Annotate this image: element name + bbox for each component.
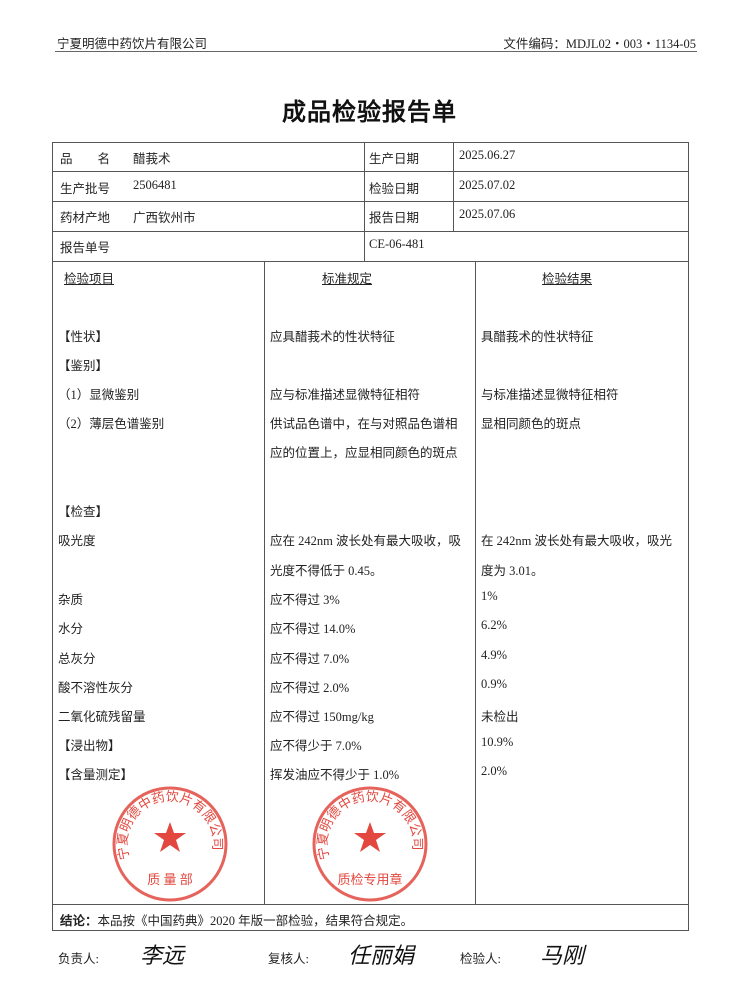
- row-standard: 应不得过 150mg/kg: [270, 710, 374, 724]
- column-header-item: 检验项目: [64, 272, 115, 286]
- row-result: 6.2%: [481, 618, 508, 632]
- row-standard: 应不得过 7.0%: [270, 652, 350, 666]
- table-rule: [453, 142, 454, 232]
- test-date-label: 检验日期: [369, 182, 420, 196]
- row-item: 【含量测定】: [58, 768, 134, 782]
- row-standard: 应的位置上，应显相同颜色的斑点: [270, 446, 458, 460]
- table-rule: [52, 171, 689, 172]
- row-item: （2）薄层色谱鉴别: [58, 417, 165, 431]
- svg-text:宁夏明德中药饮片有限公司: 宁夏明德中药饮片有限公司: [115, 789, 225, 862]
- row-item: 【鉴别】: [58, 359, 109, 373]
- row-result: 在 242nm 波长处有最大吸收，吸光: [481, 534, 672, 548]
- stamp-bottom-text: 质 量 部: [147, 872, 193, 887]
- table-rule: [475, 261, 476, 905]
- row-result: 显相同颜色的斑点: [481, 417, 582, 431]
- star-icon: [354, 822, 386, 852]
- column-header-standard: 标准规定: [322, 272, 373, 286]
- batch-number: 2506481: [133, 178, 177, 192]
- row-item: 【浸出物】: [58, 739, 121, 753]
- stamp-ring-text: 宁夏明德中药饮片有限公司: [315, 789, 425, 862]
- stamp-ring-text: 宁夏明德中药饮片有限公司: [115, 789, 225, 862]
- row-standard: 应不得过 14.0%: [270, 622, 356, 636]
- star-icon: [154, 822, 186, 852]
- report-no-label: 报告单号: [60, 241, 111, 255]
- row-result: 1%: [481, 589, 498, 603]
- row-result: 具醋莪术的性状特征: [481, 330, 594, 344]
- table-border: [52, 930, 689, 931]
- row-item: 【检查】: [58, 505, 109, 519]
- inspector-label: 检验人:: [460, 952, 501, 966]
- table-border: [52, 142, 689, 143]
- test-date: 2025.07.02: [459, 178, 516, 192]
- origin: 广西钦州市: [133, 211, 196, 225]
- row-item: 【性状】: [58, 330, 109, 344]
- row-result: 4.9%: [481, 648, 508, 662]
- row-result: 度为 3.01。: [481, 564, 544, 578]
- row-item: 酸不溶性灰分: [58, 681, 134, 695]
- row-item: 水分: [58, 622, 84, 636]
- report-date-label: 报告日期: [369, 211, 420, 225]
- product-name: 醋莪术: [133, 152, 171, 166]
- row-result: 2.0%: [481, 764, 508, 778]
- column-header-result: 检验结果: [542, 272, 593, 286]
- quality-department-stamp: 宁夏明德中药饮片有限公司 质 量 部: [112, 786, 228, 902]
- table-rule: [52, 201, 689, 202]
- row-standard: 光度不得低于 0.45。: [270, 564, 383, 578]
- row-item: 杂质: [58, 593, 84, 607]
- origin-label: 药材产地: [60, 211, 111, 225]
- row-item: 吸光度: [58, 534, 96, 548]
- production-date-label: 生产日期: [369, 152, 420, 166]
- row-standard: 挥发油应不得少于 1.0%: [270, 768, 400, 782]
- conclusion-label: 结论：: [60, 914, 98, 928]
- stamp-bottom-text: 质检专用章: [337, 872, 402, 887]
- row-result: 未检出: [481, 710, 519, 724]
- report-date: 2025.07.06: [459, 207, 516, 221]
- table-border: [688, 142, 689, 931]
- conclusion-text: 本品按《中国药典》2020 年版一部检验，结果符合规定。: [97, 914, 414, 928]
- reviewer-signature: 任丽娟: [348, 943, 415, 968]
- header-rule: [55, 51, 697, 52]
- report-number: CE-06-481: [369, 237, 425, 251]
- svg-text:宁夏明德中药饮片有限公司: 宁夏明德中药饮片有限公司: [315, 789, 425, 862]
- row-result: 与标准描述显微特征相符: [481, 388, 619, 402]
- responsible-signature: 李远: [140, 943, 185, 968]
- row-standard: 供试品色谱中，在与对照品色谱相: [270, 417, 458, 431]
- row-item: 二氧化硫残留量: [58, 710, 146, 724]
- row-item: 总灰分: [58, 652, 96, 666]
- product-name-label: 品 名: [60, 152, 111, 166]
- batch-label: 生产批号: [60, 182, 111, 196]
- production-date: 2025.06.27: [459, 148, 516, 162]
- table-rule: [364, 142, 365, 262]
- row-result: 10.9%: [481, 735, 514, 749]
- table-border: [52, 142, 53, 931]
- row-result: 0.9%: [481, 677, 508, 691]
- table-rule: [52, 231, 689, 232]
- row-standard: 应不得过 3%: [270, 593, 340, 607]
- row-standard: 应不得过 2.0%: [270, 681, 350, 695]
- table-rule: [264, 261, 265, 905]
- reviewer-label: 复核人:: [268, 952, 309, 966]
- row-standard: 应在 242nm 波长处有最大吸收，吸: [270, 534, 461, 548]
- row-standard: 应具醋莪术的性状特征: [270, 330, 396, 344]
- row-item: （1）显微鉴别: [58, 388, 140, 402]
- qc-seal-stamp: 宁夏明德中药饮片有限公司 质检专用章: [312, 786, 428, 902]
- inspector-signature: 马刚: [540, 943, 585, 968]
- row-standard: 应与标准描述显微特征相符: [270, 388, 421, 402]
- company-name: 宁夏明德中药饮片有限公司: [57, 37, 208, 51]
- table-rule: [52, 261, 689, 262]
- row-standard: 应不得少于 7.0%: [270, 739, 362, 753]
- document-code: 文件编码：MDJL02・003・1134-05: [503, 37, 696, 51]
- conclusion: 结论：本品按《中国药典》2020 年版一部检验，结果符合规定。: [60, 910, 413, 929]
- responsible-label: 负责人:: [58, 952, 99, 966]
- page-title: 成品检验报告单: [282, 100, 457, 126]
- table-rule: [52, 904, 689, 905]
